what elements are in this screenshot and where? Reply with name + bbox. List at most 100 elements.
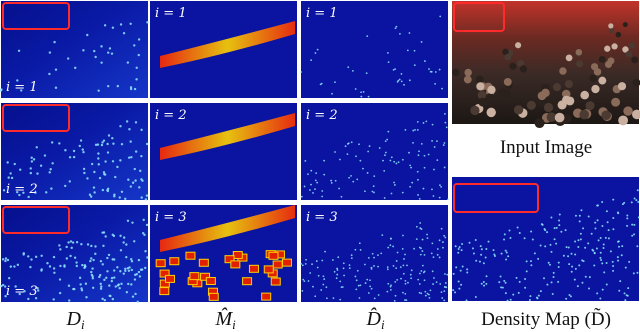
dot xyxy=(548,263,551,266)
dot xyxy=(116,165,119,169)
dot xyxy=(439,15,442,18)
dot xyxy=(445,126,448,129)
dot xyxy=(553,227,556,230)
dot xyxy=(0,284,3,288)
dot xyxy=(9,172,12,175)
dot xyxy=(16,190,19,194)
dot xyxy=(446,273,449,276)
dot xyxy=(51,162,54,165)
dot xyxy=(39,164,43,167)
dot xyxy=(85,296,88,299)
dot xyxy=(70,246,73,250)
dot xyxy=(131,221,134,224)
head xyxy=(463,75,472,84)
dot xyxy=(64,149,67,152)
dot xyxy=(347,142,350,145)
head xyxy=(564,80,573,89)
dot xyxy=(539,244,542,247)
dot xyxy=(144,266,147,270)
dot xyxy=(454,291,457,294)
dot xyxy=(577,239,580,242)
head xyxy=(537,98,547,108)
dot xyxy=(475,259,478,262)
dot xyxy=(418,291,421,294)
dot xyxy=(117,283,120,286)
head xyxy=(509,62,517,70)
dot xyxy=(93,49,96,53)
dot xyxy=(13,265,16,268)
head xyxy=(541,88,550,98)
dot xyxy=(386,266,389,269)
dot xyxy=(595,247,598,250)
dot xyxy=(408,79,411,82)
dot xyxy=(480,282,483,285)
dot xyxy=(82,150,85,154)
dot xyxy=(632,272,635,275)
dot xyxy=(443,166,446,169)
dot xyxy=(360,95,363,98)
dot xyxy=(94,143,98,147)
dot xyxy=(599,251,602,254)
dot xyxy=(438,68,441,71)
dot xyxy=(401,158,404,161)
dot xyxy=(557,261,560,264)
heat-box xyxy=(268,251,279,260)
head xyxy=(593,68,602,76)
dot xyxy=(43,154,47,157)
dot xyxy=(454,245,457,248)
dot xyxy=(58,291,62,295)
dot xyxy=(72,149,76,153)
dot xyxy=(549,243,552,246)
dot xyxy=(105,276,108,279)
dot xyxy=(316,48,319,51)
dot xyxy=(460,249,463,252)
dot xyxy=(65,257,69,260)
dot xyxy=(145,142,149,146)
panel-label: i = 1 xyxy=(155,6,187,21)
dot xyxy=(459,269,462,272)
dot xyxy=(633,233,636,236)
dot xyxy=(432,256,435,258)
dot xyxy=(418,197,421,200)
label-subscript: i xyxy=(232,317,236,332)
dot xyxy=(119,234,122,238)
dot xyxy=(37,289,40,292)
dot xyxy=(34,191,37,194)
dot xyxy=(636,271,639,274)
dot xyxy=(422,187,425,190)
highlight-box xyxy=(2,104,70,132)
dot xyxy=(321,259,324,262)
dot xyxy=(338,187,340,190)
dot xyxy=(7,176,10,179)
dot xyxy=(364,282,367,284)
dot xyxy=(420,228,423,230)
dot xyxy=(305,258,307,261)
dot xyxy=(396,251,399,254)
heat-box xyxy=(232,251,243,260)
dot xyxy=(485,247,488,250)
dot xyxy=(316,266,319,269)
dot xyxy=(428,297,431,299)
dot xyxy=(54,68,58,71)
dot xyxy=(112,142,115,145)
dot xyxy=(557,265,560,268)
dot xyxy=(107,51,110,54)
dot xyxy=(351,69,354,72)
dot xyxy=(23,290,26,293)
panel-label: i = 3 xyxy=(155,210,187,225)
dot xyxy=(483,284,486,287)
dot xyxy=(393,299,396,302)
dot xyxy=(530,230,533,233)
dot xyxy=(127,282,130,286)
dot xyxy=(381,234,384,237)
head xyxy=(452,68,460,77)
dot xyxy=(133,240,136,243)
dot xyxy=(59,264,62,268)
dot xyxy=(485,275,488,278)
dot xyxy=(558,224,561,227)
dot xyxy=(355,155,357,158)
dot xyxy=(113,258,116,261)
dot xyxy=(592,249,595,252)
dot xyxy=(129,140,132,143)
dot xyxy=(304,262,307,265)
